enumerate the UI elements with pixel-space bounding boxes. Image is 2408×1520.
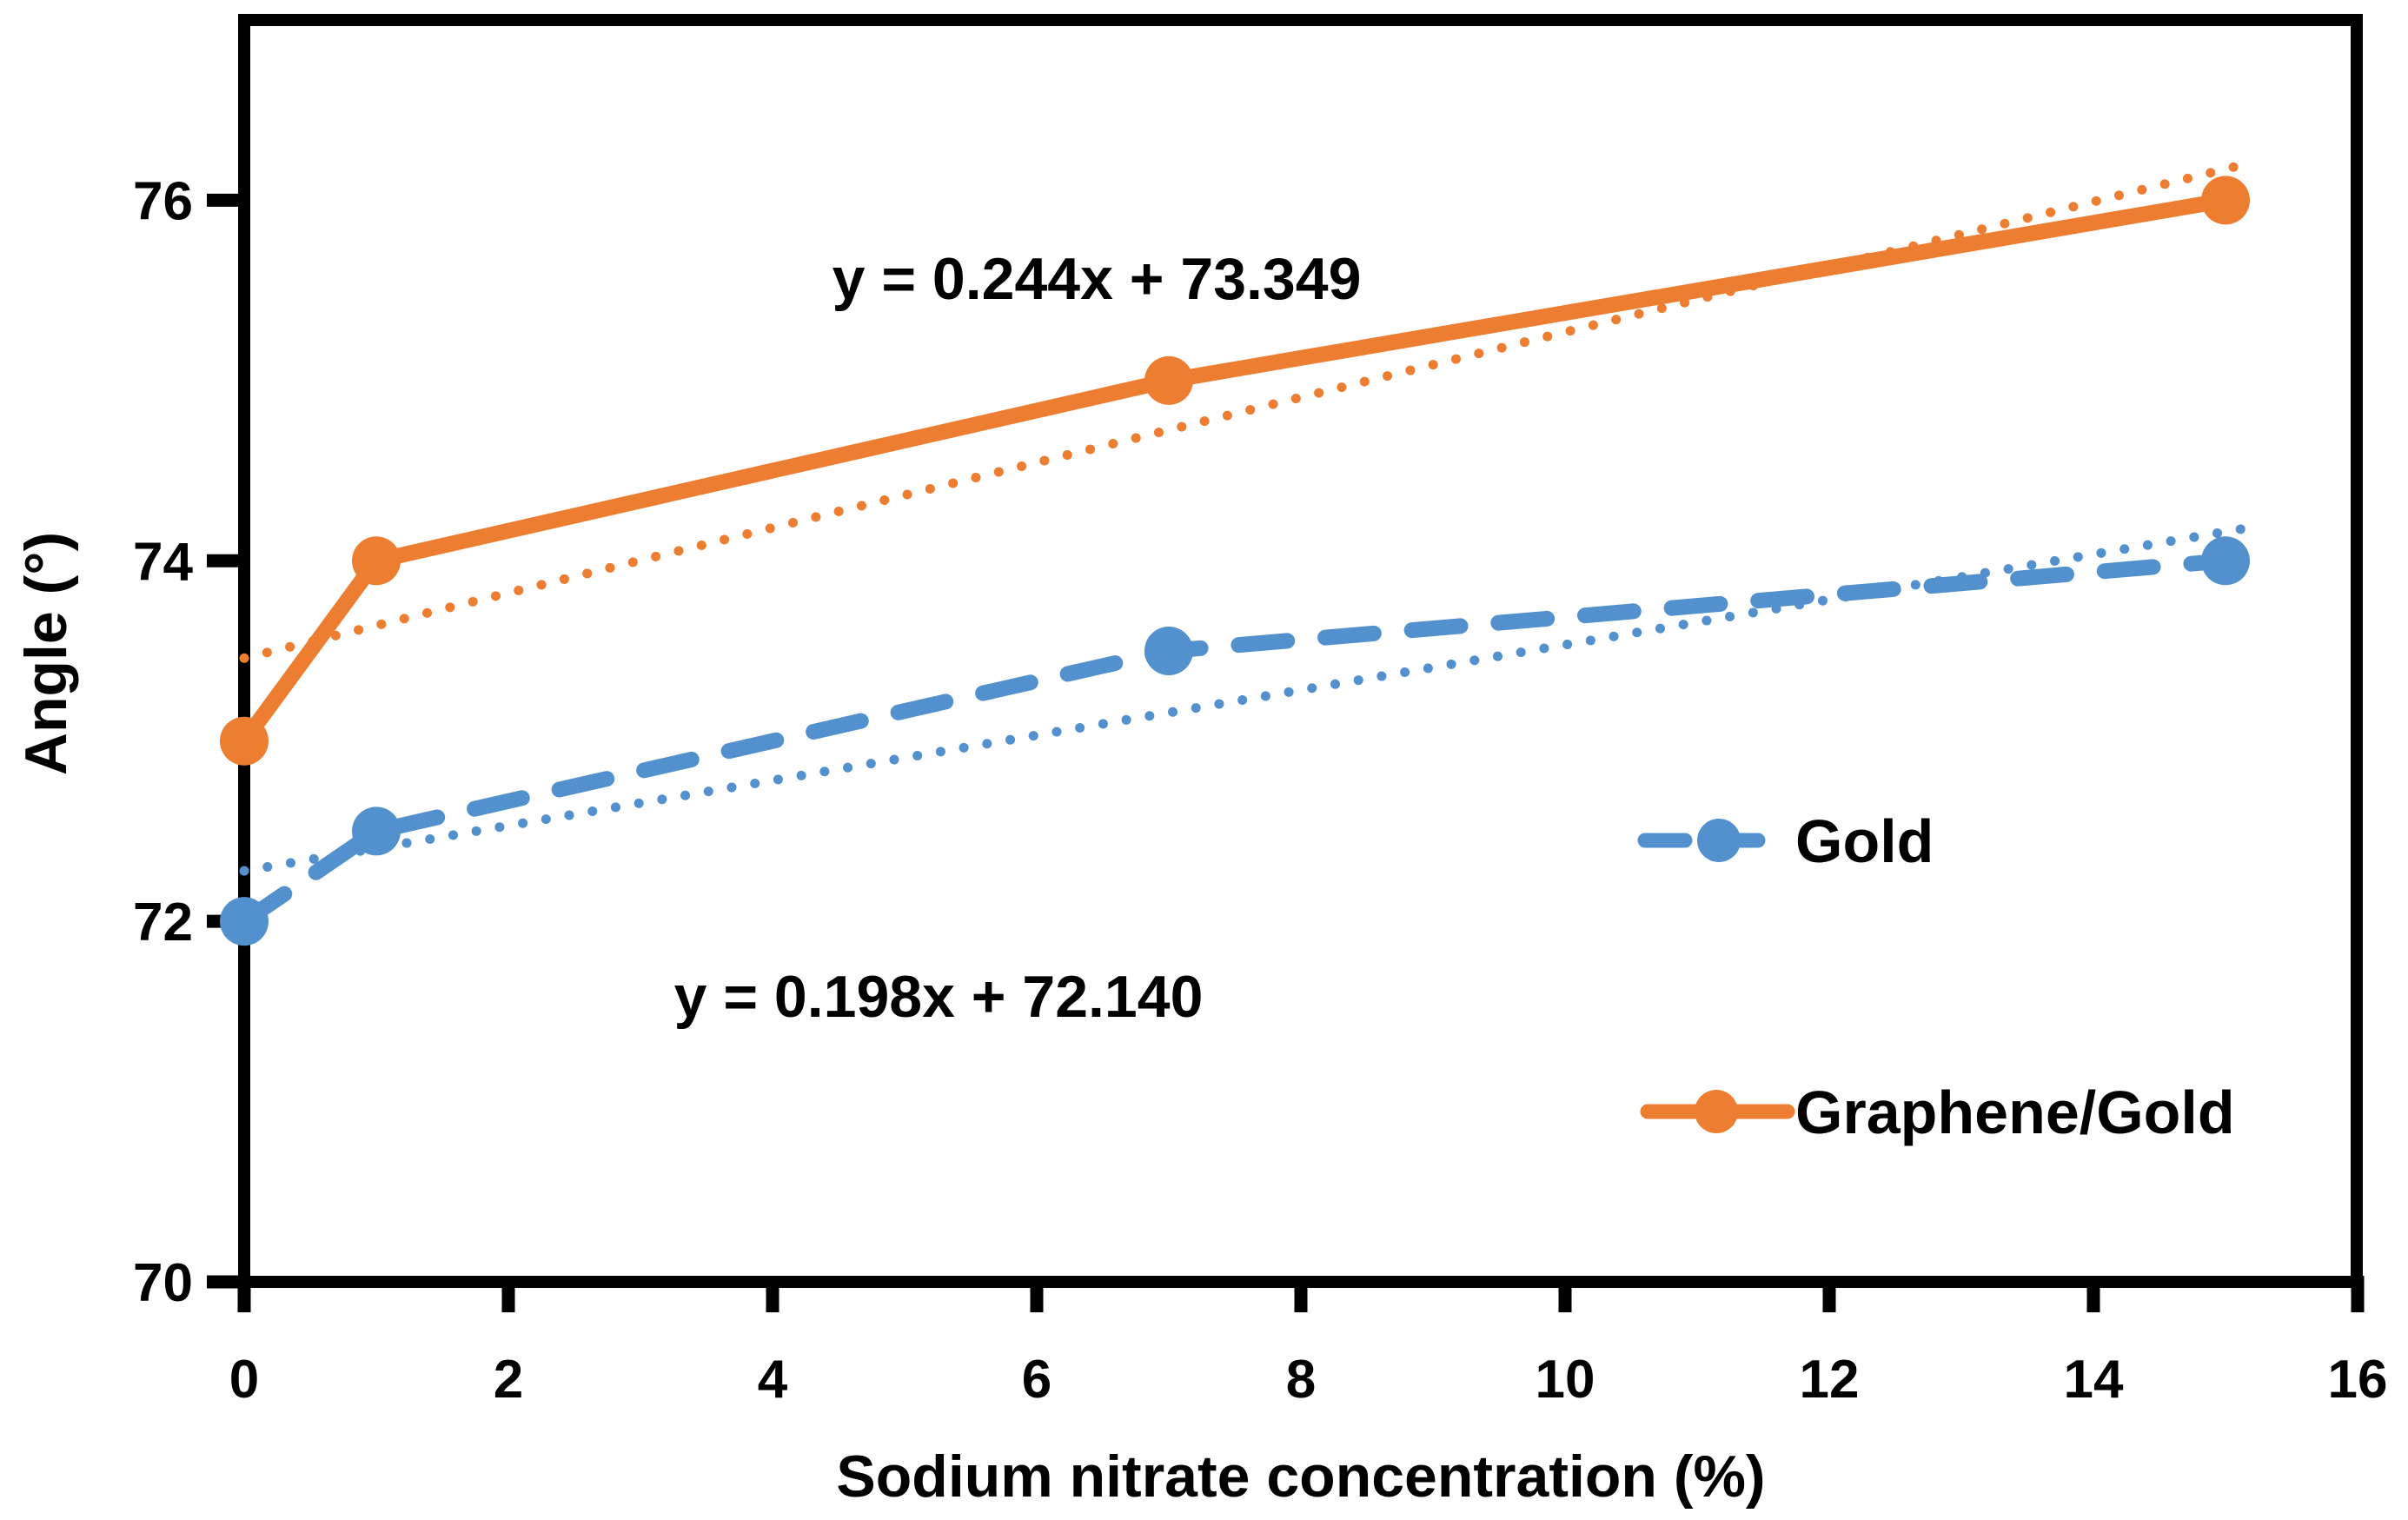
y-tick-label: 74 [133,532,193,592]
legend-marker-graphene-gold [1695,1090,1738,1133]
x-tick-label: 2 [494,1350,523,1410]
legend-marker-gold [1697,819,1741,862]
x-tick-label: 14 [2064,1350,2124,1410]
legend-entry-gold: Gold [1637,807,1934,875]
data-point-graphene-gold [220,716,269,766]
y-tick-label: 76 [133,171,193,231]
data-point-graphene-gold [352,536,401,586]
x-tick-label: 6 [1022,1350,1051,1410]
data-point-gold [352,806,401,856]
x-tick-label: 10 [1536,1350,1595,1410]
data-point-gold [220,897,269,946]
y-tick-label: 72 [133,893,193,952]
x-tick-label: 0 [229,1350,259,1410]
legend-label-gold: Gold [1795,807,1934,875]
y-tick-label: 70 [133,1253,193,1313]
x-tick-label: 4 [758,1350,788,1410]
data-point-graphene-gold [2201,176,2250,225]
equation-gold: y = 0.198x + 72.140 [674,964,1204,1030]
x-tick-label: 8 [1286,1350,1316,1410]
data-point-gold [1144,626,1193,675]
axis-ticks: 70 72 74 76 0 2 4 6 8 10 12 14 16 [133,171,2387,1410]
x-tick-label: 12 [1800,1350,1860,1410]
series-line-gold [236,553,2233,930]
y-axis-title: Angle (°) [13,532,79,775]
legend-entry-graphene-gold: Graphene/Gold [1640,1079,2235,1146]
x-tick-label: 16 [2328,1350,2388,1410]
data-series [220,176,2250,946]
data-point-graphene-gold [1144,355,1193,405]
equation-graphene-gold: y = 0.244x + 73.349 [833,246,1362,312]
series-line-graphene-gold [236,192,2233,749]
data-point-gold [2201,536,2250,586]
trendline-gold [239,523,2251,876]
x-axis-title: Sodium nitrate concentration (%) [836,1444,1765,1510]
legend: Gold Graphene/Gold [1637,807,2235,1146]
legend-label-graphene-gold: Graphene/Gold [1795,1079,2235,1146]
